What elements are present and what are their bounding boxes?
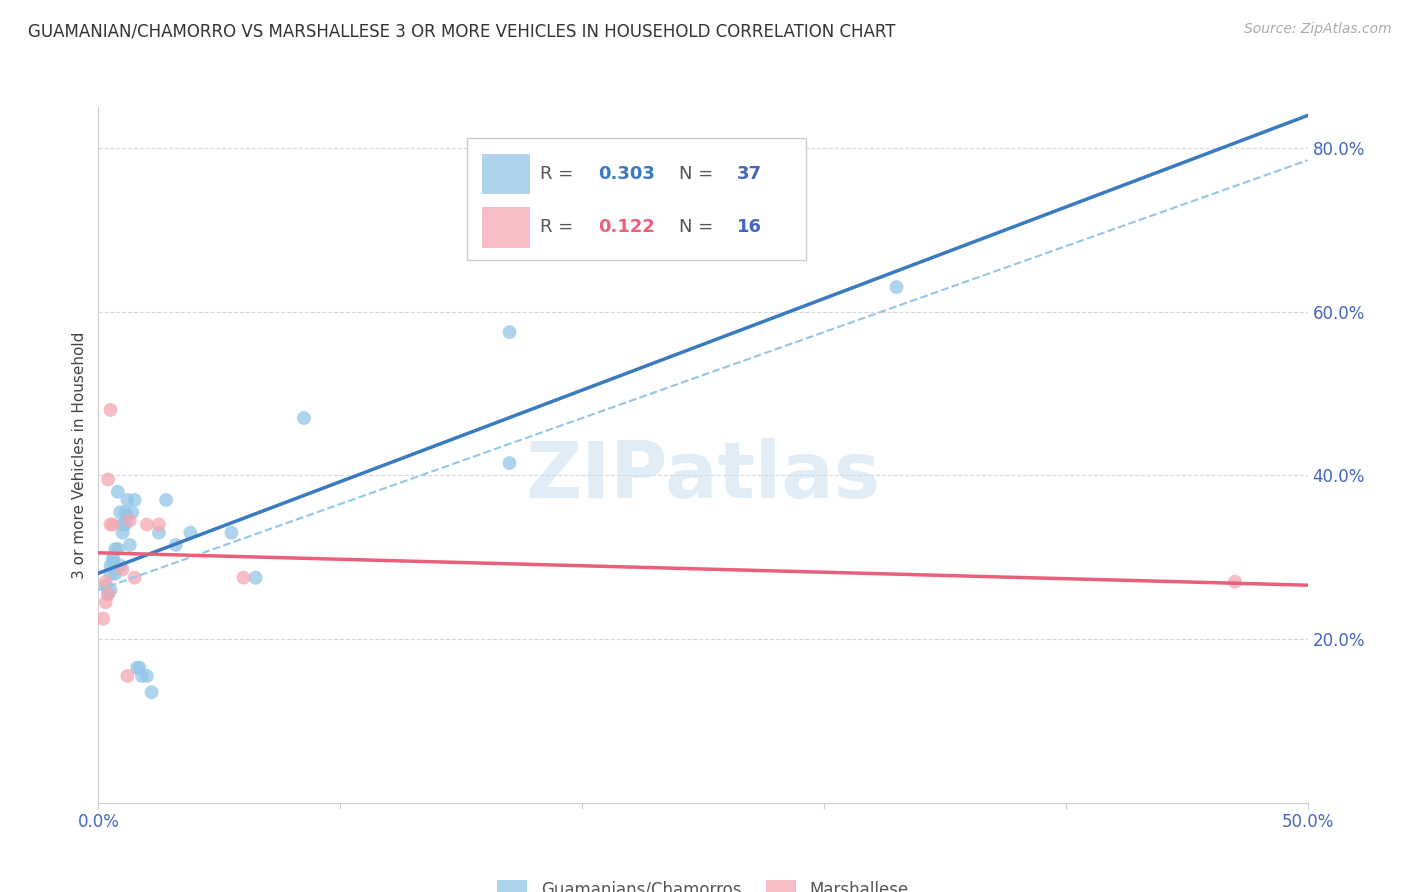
Point [94, 595, 117, 609]
Text: 16: 16 [737, 219, 762, 236]
Point [135, 517, 157, 532]
Point [107, 484, 129, 499]
FancyBboxPatch shape [482, 153, 530, 194]
Point [155, 492, 177, 507]
Point [111, 562, 134, 576]
Point [148, 517, 170, 532]
Point [165, 538, 187, 552]
Point [118, 513, 141, 527]
Point [886, 280, 908, 294]
Text: R =: R = [540, 165, 579, 183]
Point [498, 325, 520, 339]
Text: 0.122: 0.122 [598, 219, 655, 236]
Point [100, 582, 122, 597]
Point [100, 566, 122, 581]
Text: N =: N = [679, 165, 718, 183]
Text: N =: N = [679, 219, 718, 236]
Point [292, 411, 315, 425]
Point [104, 542, 127, 557]
Point [148, 525, 170, 540]
Point [104, 566, 127, 581]
Point [91, 612, 114, 626]
Text: R =: R = [540, 219, 579, 236]
Point [111, 525, 134, 540]
Point [128, 661, 150, 675]
Point [135, 669, 157, 683]
Point [97, 473, 120, 487]
Text: Source: ZipAtlas.com: Source: ZipAtlas.com [1244, 22, 1392, 37]
Legend: Guamanians/Chamorros, Marshallese: Guamanians/Chamorros, Marshallese [491, 874, 915, 892]
Text: 37: 37 [737, 165, 762, 183]
FancyBboxPatch shape [482, 207, 530, 248]
Point [245, 571, 267, 585]
Point [117, 509, 139, 524]
Point [97, 587, 120, 601]
FancyBboxPatch shape [467, 138, 806, 260]
Point [101, 554, 124, 568]
Point [114, 517, 136, 532]
Point [118, 538, 141, 552]
Point [127, 661, 149, 675]
Point [101, 550, 124, 565]
Point [1223, 574, 1246, 589]
Point [100, 517, 122, 532]
Point [94, 579, 117, 593]
Point [498, 456, 520, 470]
Point [107, 542, 129, 557]
Point [117, 669, 139, 683]
Point [117, 492, 139, 507]
Y-axis label: 3 or more Vehicles in Household: 3 or more Vehicles in Household [72, 331, 87, 579]
Text: ZIPatlas: ZIPatlas [526, 438, 880, 514]
Point [94, 574, 117, 589]
Point [111, 517, 134, 532]
Point [232, 571, 254, 585]
Point [101, 517, 124, 532]
Text: 0.303: 0.303 [598, 165, 655, 183]
Point [108, 558, 131, 573]
Point [179, 525, 201, 540]
Point [124, 492, 146, 507]
Point [141, 685, 163, 699]
Point [97, 587, 120, 601]
Point [100, 403, 122, 417]
Point [131, 669, 153, 683]
Point [108, 505, 131, 519]
Point [121, 505, 143, 519]
Point [114, 505, 136, 519]
Point [100, 558, 122, 573]
Point [221, 525, 243, 540]
Text: GUAMANIAN/CHAMORRO VS MARSHALLESE 3 OR MORE VEHICLES IN HOUSEHOLD CORRELATION CH: GUAMANIAN/CHAMORRO VS MARSHALLESE 3 OR M… [28, 22, 896, 40]
Point [124, 571, 146, 585]
